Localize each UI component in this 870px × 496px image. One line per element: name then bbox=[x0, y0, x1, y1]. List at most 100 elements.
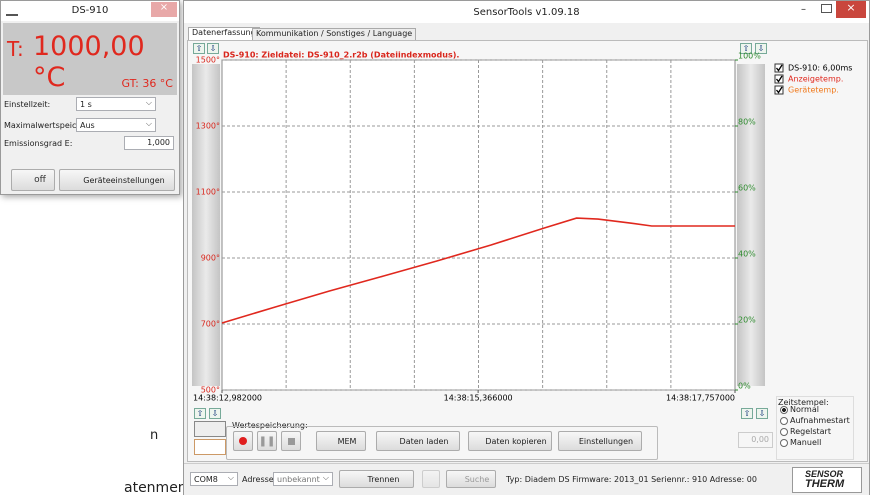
copy-button[interactable]: Daten kopieren bbox=[468, 431, 552, 451]
select[interactable]: Aus bbox=[76, 117, 156, 132]
check bbox=[775, 86, 783, 94]
button-label: off bbox=[34, 175, 46, 185]
radio[interactable]: Aufnahmestart bbox=[780, 416, 850, 425]
field-label: Einstellzeit: bbox=[4, 100, 51, 109]
radio[interactable]: Normal bbox=[780, 405, 819, 414]
check bbox=[775, 64, 783, 72]
legend-checkbox[interactable] bbox=[774, 74, 784, 84]
logo-text: THERM bbox=[805, 478, 845, 490]
logo-text: SENSOR bbox=[805, 469, 844, 479]
close-button[interactable]: × bbox=[151, 2, 177, 17]
check bbox=[775, 75, 783, 83]
scale-up[interactable]: ⇧ bbox=[193, 43, 205, 54]
laser-button[interactable]: off bbox=[11, 169, 55, 191]
radio-label: Manuell bbox=[790, 438, 822, 447]
title-bar: SensorTools v1.09.18 – × bbox=[184, 1, 869, 23]
y2-tick-label: 100% bbox=[738, 52, 761, 61]
device-window: DS-910 × T: 1000,00 °C GT: 36 °C Einstel… bbox=[0, 0, 180, 195]
close-button[interactable]: × bbox=[836, 1, 866, 18]
radio-dot bbox=[780, 405, 788, 414]
radio-dot bbox=[780, 416, 788, 425]
settings-button[interactable]: Geräteeinstellungen bbox=[59, 169, 175, 191]
y-tick-label: 900° bbox=[201, 254, 220, 263]
temperature: 1000,00 °C bbox=[33, 31, 145, 93]
x-tick-label: 14:38:15,366000 bbox=[444, 394, 513, 403]
x-tick-label: 14:38:17,757000 bbox=[666, 394, 735, 403]
group-label: Wertespeicherung: bbox=[232, 421, 308, 430]
icon[interactable] bbox=[194, 421, 226, 437]
y-tick-label: 1300° bbox=[196, 122, 220, 131]
button-label: Einstellungen bbox=[578, 436, 634, 446]
group-box bbox=[226, 426, 658, 460]
scale-strip bbox=[192, 64, 220, 386]
window-title: DS-910 bbox=[71, 5, 109, 16]
input[interactable]: 1,000 bbox=[124, 136, 174, 150]
label: Adresse: bbox=[242, 475, 277, 484]
button-label: Trennen bbox=[367, 474, 400, 484]
minimize-button[interactable]: – bbox=[801, 4, 806, 15]
group-box bbox=[776, 396, 854, 460]
legend-label: Anzeigetemp. bbox=[788, 75, 843, 84]
field-label: Emissionsgrad E: bbox=[4, 139, 73, 148]
y-tick-label: 1500° bbox=[196, 56, 220, 65]
radio-dot bbox=[780, 427, 788, 436]
port-select[interactable]: COM8 bbox=[190, 471, 238, 486]
scale-down[interactable]: ⇩ bbox=[209, 408, 221, 419]
stop-button[interactable] bbox=[281, 431, 301, 451]
radio-label: Regelstart bbox=[790, 427, 831, 436]
y2-tick-label: 40% bbox=[738, 250, 756, 259]
icon bbox=[287, 437, 295, 445]
device-temp: GT: 36 °C bbox=[121, 77, 173, 90]
chart-title: DS-910: Zieldatei: DS-910_2.r2b (Dateiin… bbox=[223, 51, 459, 60]
app-icon bbox=[6, 6, 18, 16]
y-tick-label: 500° bbox=[201, 386, 220, 395]
scale-down[interactable]: ⇩ bbox=[755, 43, 767, 54]
button-label: Geräteeinstellungen bbox=[83, 175, 165, 185]
scale-down[interactable]: ⇩ bbox=[756, 408, 768, 419]
legend-label: Gerätetemp. bbox=[788, 86, 839, 95]
chart: 500° 700° 900° 1100° 1300° 1500° 0% 20% 40% 60% 80… bbox=[192, 51, 852, 403]
window-title: SensorTools v1.09.18 bbox=[473, 7, 580, 18]
radio-label: Aufnahmestart bbox=[790, 416, 850, 425]
counter: 0,00 bbox=[738, 432, 773, 448]
legend-checkbox[interactable] bbox=[774, 85, 784, 95]
record-button[interactable] bbox=[233, 431, 253, 451]
display: T: 1000,00 °C GT: 36 °C bbox=[3, 23, 177, 95]
y2-tick-label: 80% bbox=[738, 118, 756, 127]
tab[interactable]: Kommunikation / Sonstiges / Language bbox=[252, 28, 417, 40]
radio-dot bbox=[780, 438, 788, 447]
title-bar: DS-910 × bbox=[1, 1, 179, 21]
y-tick-label: 700° bbox=[201, 320, 220, 329]
search-button: Suche bbox=[446, 470, 496, 488]
load-button[interactable]: Daten laden bbox=[376, 431, 460, 451]
x-tick-label: 14:38:12,982000 bbox=[193, 394, 262, 403]
temp-prefix: T: bbox=[7, 37, 24, 61]
group-label: Zeitstempel: bbox=[778, 398, 829, 407]
address-select[interactable]: unbekannt bbox=[273, 471, 333, 486]
legend-checkbox[interactable] bbox=[774, 63, 784, 73]
icon[interactable] bbox=[194, 439, 226, 455]
radio[interactable]: Regelstart bbox=[780, 427, 831, 436]
select[interactable]: 1 s bbox=[76, 96, 156, 111]
mem-button[interactable]: MEM bbox=[316, 431, 366, 451]
data-line bbox=[221, 217, 735, 324]
field-label: Maximalwertspeicher: bbox=[4, 121, 93, 130]
logo: SENSOR THERM bbox=[792, 467, 862, 493]
scale-down[interactable]: ⇩ bbox=[207, 43, 219, 54]
tab[interactable]: Datenerfassung bbox=[188, 27, 260, 40]
scale-strip bbox=[737, 64, 765, 386]
pause-button[interactable]: ❚❚ bbox=[257, 431, 277, 451]
legend-label: DS-910: 6,00ms bbox=[788, 64, 852, 73]
device-info: Typ: Diadem DS Firmware: 2013_01 Serienn… bbox=[506, 475, 757, 484]
button-label: Suche bbox=[464, 474, 490, 484]
settings-button[interactable]: Einstellungen bbox=[558, 431, 642, 451]
radio[interactable]: Manuell bbox=[780, 438, 821, 447]
scale-up[interactable]: ⇧ bbox=[741, 408, 753, 419]
scale-up[interactable]: ⇧ bbox=[740, 43, 752, 54]
disconnect-button[interactable]: Trennen bbox=[339, 470, 414, 488]
y2-tick-label: 0% bbox=[738, 382, 751, 391]
button-label: Daten kopieren bbox=[485, 436, 547, 446]
maximize-button[interactable] bbox=[821, 4, 832, 13]
scale-up[interactable]: ⇧ bbox=[194, 408, 206, 419]
